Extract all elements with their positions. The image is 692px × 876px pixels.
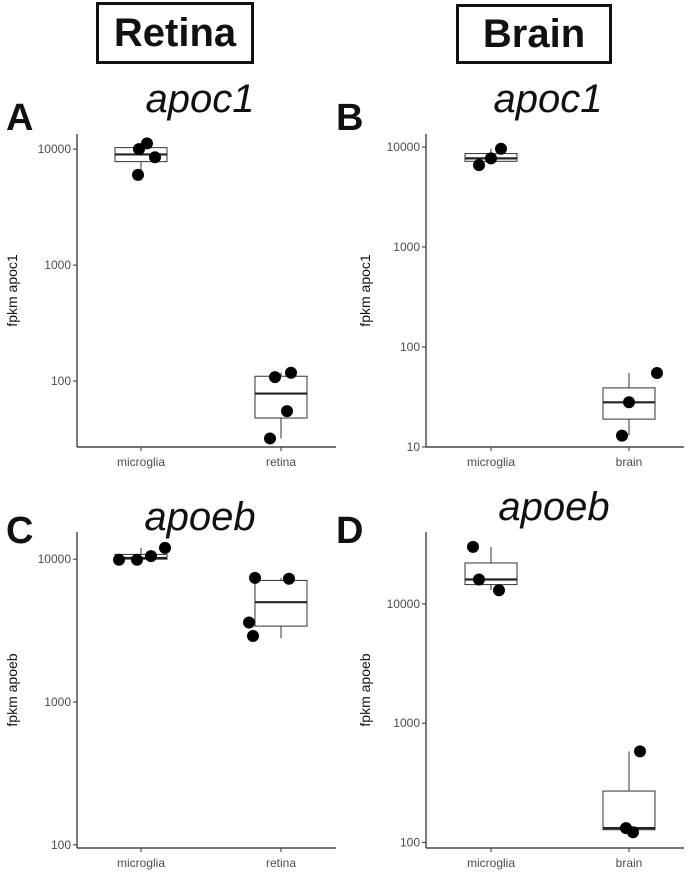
- data-point: [269, 371, 281, 384]
- data-point: [283, 572, 295, 585]
- x-tick-label: microglia: [117, 856, 165, 870]
- data-point: [473, 573, 485, 586]
- panel-title: apoc1: [146, 77, 255, 121]
- header-brain: Brain: [456, 4, 612, 64]
- data-point: [264, 432, 276, 445]
- y-tick-label: 100: [51, 374, 71, 388]
- box-retina: [254, 375, 308, 419]
- y-tick-label: 10000: [387, 597, 421, 611]
- x-tick-label: microglia: [467, 856, 515, 870]
- data-point: [616, 429, 628, 442]
- panel-title: apoeb: [144, 495, 255, 539]
- data-point: [281, 405, 293, 418]
- y-tick-label: 1000: [44, 258, 71, 272]
- data-point: [634, 745, 646, 758]
- x-tick-label: microglia: [467, 455, 515, 469]
- y-axis-label: fpkm apoc1: [4, 254, 20, 327]
- y-tick-label: 10: [407, 440, 421, 454]
- data-point: [133, 143, 145, 156]
- data-point: [285, 366, 297, 379]
- data-point: [485, 152, 497, 165]
- y-tick-label: 10000: [387, 140, 421, 154]
- data-point: [132, 168, 144, 181]
- y-tick-label: 100: [51, 838, 71, 852]
- data-point: [651, 366, 663, 379]
- data-point: [493, 584, 505, 597]
- x-tick-label: microglia: [117, 455, 165, 469]
- y-tick-label: 100: [400, 836, 420, 850]
- panel-title: apoc1: [494, 77, 603, 121]
- data-point: [145, 550, 157, 563]
- box-brain: [602, 387, 656, 420]
- y-tick-label: 1000: [393, 716, 420, 730]
- y-tick-label: 1000: [44, 695, 71, 709]
- y-tick-label: 10000: [38, 552, 72, 566]
- data-point: [247, 629, 259, 642]
- header-retina: Retina: [96, 2, 254, 64]
- y-tick-label: 10000: [38, 142, 72, 156]
- data-point: [149, 151, 161, 164]
- x-tick-label: brain: [616, 856, 643, 870]
- y-axis-label: fpkm apoeb: [357, 653, 373, 726]
- box-microglia: [464, 562, 518, 586]
- y-axis-label: fpkm apoeb: [4, 653, 20, 726]
- panel-letter: B: [336, 97, 363, 139]
- data-point: [467, 540, 479, 553]
- y-tick-label: 100: [400, 340, 420, 354]
- panel-letter: A: [6, 97, 33, 139]
- panel-letter: D: [336, 510, 363, 552]
- data-point: [159, 541, 171, 554]
- data-point: [113, 553, 125, 566]
- data-point: [623, 396, 635, 409]
- panel-title: apoeb: [498, 485, 609, 529]
- data-point: [243, 616, 255, 629]
- x-tick-label: retina: [266, 856, 296, 870]
- data-point: [249, 571, 261, 584]
- panel-letter: C: [6, 510, 33, 552]
- data-point: [495, 142, 507, 155]
- x-tick-label: brain: [616, 455, 643, 469]
- data-point: [131, 553, 143, 566]
- x-tick-label: retina: [266, 455, 296, 469]
- y-tick-label: 1000: [393, 240, 420, 254]
- y-axis-label: fpkm apoc1: [357, 254, 373, 327]
- data-point: [627, 826, 639, 839]
- data-point: [473, 159, 485, 172]
